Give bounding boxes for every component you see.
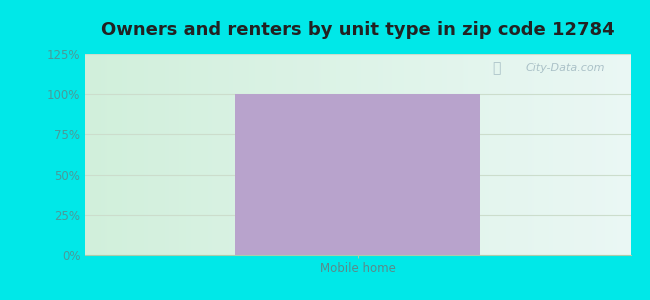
Text: City-Data.com: City-Data.com bbox=[525, 63, 604, 73]
Text: ⌕: ⌕ bbox=[493, 61, 501, 75]
Text: Owners and renters by unit type in zip code 12784: Owners and renters by unit type in zip c… bbox=[101, 21, 614, 39]
Bar bbox=[235, 94, 480, 255]
